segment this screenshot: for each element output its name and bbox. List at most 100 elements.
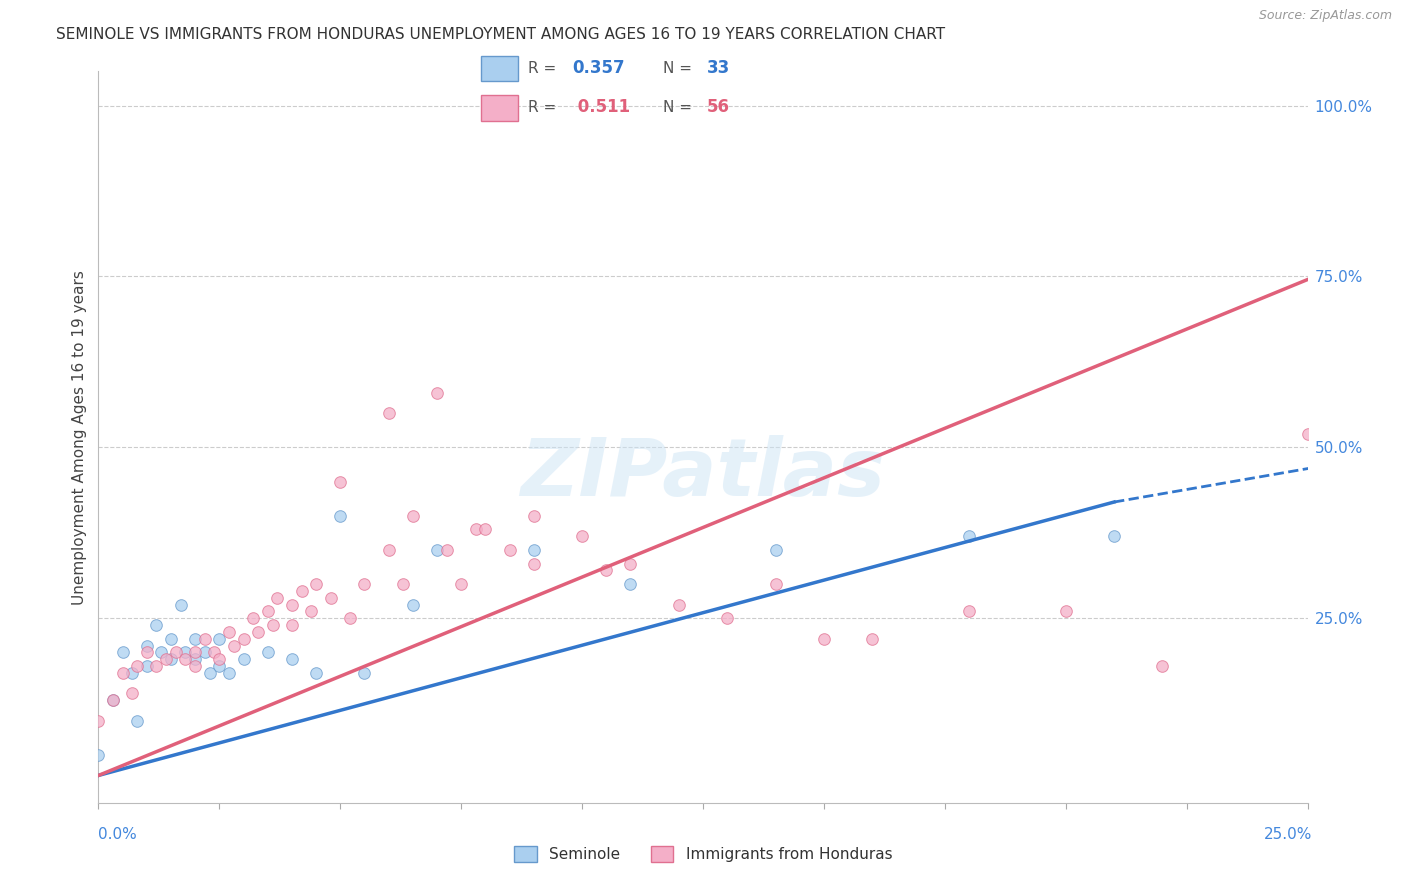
Legend: Seminole, Immigrants from Honduras: Seminole, Immigrants from Honduras [508,840,898,868]
Point [436,542,458,557]
Point [1296,426,1319,441]
Point [145,659,167,673]
Point [281,598,304,612]
Text: N =: N = [664,100,697,115]
Point [111,645,134,659]
Point [160,652,183,666]
Text: ZIPatlas: ZIPatlas [520,434,886,513]
Point [450,577,472,591]
Point [121,665,143,680]
Point [765,577,787,591]
Point [232,632,254,646]
Point [1102,529,1125,543]
Point [218,624,240,639]
Point [765,542,787,557]
Point [305,665,328,680]
Point [266,591,288,605]
Point [184,645,207,659]
Point [256,645,278,659]
Point [474,522,496,536]
Point [127,714,149,728]
Point [402,598,425,612]
Point [174,652,197,666]
Point [668,598,690,612]
Point [595,563,617,577]
Point [281,652,304,666]
Point [464,522,486,536]
Point [299,604,322,618]
Point [160,632,183,646]
Point [135,659,157,673]
Point [247,624,270,639]
Point [523,557,546,571]
Point [426,542,449,557]
Point [150,645,173,659]
Text: SEMINOLE VS IMMIGRANTS FROM HONDURAS UNEMPLOYMENT AMONG AGES 16 TO 19 YEARS CORR: SEMINOLE VS IMMIGRANTS FROM HONDURAS UNE… [56,27,945,42]
Point [145,618,167,632]
Point [523,542,546,557]
Point [184,652,207,666]
Point [619,557,641,571]
Point [813,632,835,646]
Point [101,693,124,707]
Text: Source: ZipAtlas.com: Source: ZipAtlas.com [1258,9,1392,22]
Point [184,632,207,646]
Text: N =: N = [664,61,697,76]
Point [194,632,217,646]
Text: 0.0%: 0.0% [98,827,138,841]
Point [392,577,415,591]
Point [377,542,399,557]
Point [111,665,134,680]
Point [218,665,240,680]
Point [165,645,187,659]
Point [860,632,883,646]
Text: 0.357: 0.357 [572,60,624,78]
Point [184,659,207,673]
Point [339,611,361,625]
Text: R =: R = [529,61,561,76]
Point [957,529,980,543]
Point [402,508,425,523]
Point [155,652,177,666]
Y-axis label: Unemployment Among Ages 16 to 19 years: Unemployment Among Ages 16 to 19 years [72,269,87,605]
Point [87,714,110,728]
Point [498,542,520,557]
Text: 56: 56 [707,98,730,116]
Text: R =: R = [529,100,561,115]
Point [619,577,641,591]
Point [262,618,284,632]
Point [1054,604,1077,618]
Point [101,693,124,707]
Point [329,508,352,523]
Point [716,611,738,625]
Point [957,604,980,618]
Point [426,385,449,400]
Point [208,632,231,646]
Point [353,665,375,680]
Point [329,475,352,489]
Point [319,591,342,605]
Text: 0.511: 0.511 [572,98,630,116]
Point [222,639,245,653]
Point [135,645,157,659]
Text: 25.0%: 25.0% [1264,827,1312,841]
Point [204,645,226,659]
Point [290,583,312,598]
Text: 33: 33 [707,60,731,78]
Point [523,508,546,523]
Point [232,652,254,666]
Point [377,406,399,420]
Point [169,598,191,612]
Point [208,659,231,673]
Point [208,652,231,666]
Point [256,604,278,618]
Point [121,686,143,700]
Point [87,747,110,762]
Point [305,577,328,591]
FancyBboxPatch shape [481,55,519,81]
Point [194,645,217,659]
Point [353,577,375,591]
Point [1152,659,1174,673]
FancyBboxPatch shape [481,95,519,120]
Point [242,611,264,625]
